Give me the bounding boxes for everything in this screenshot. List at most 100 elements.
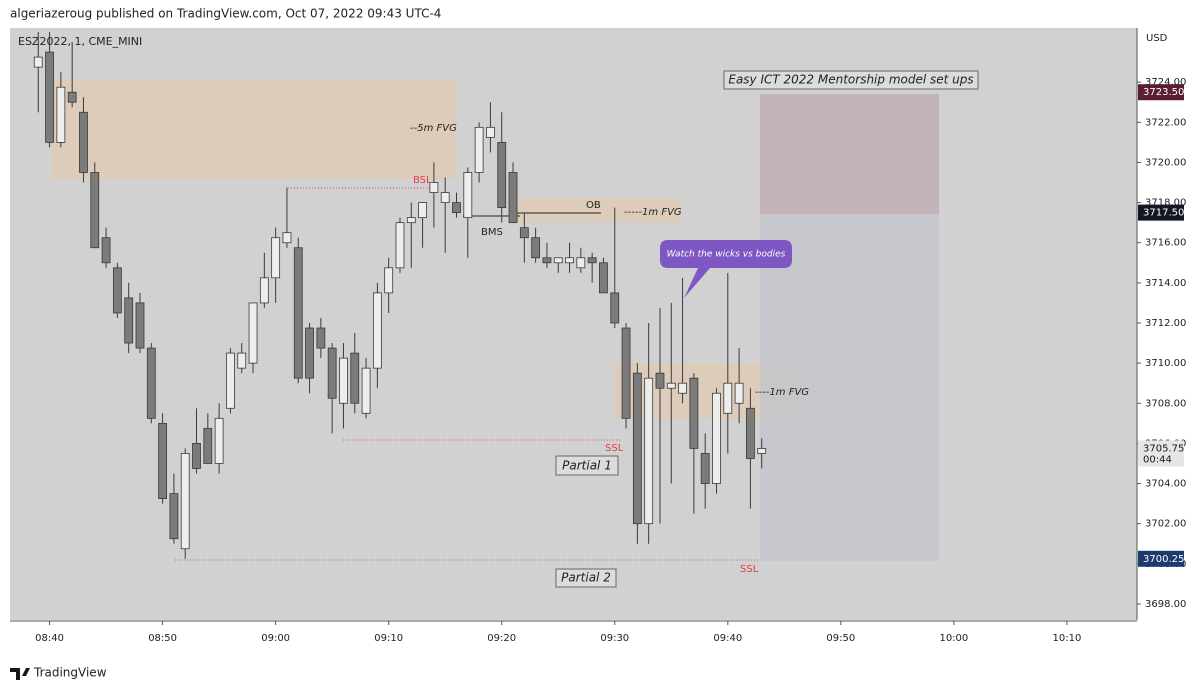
- candle-body: [271, 237, 281, 279]
- candle-body: [565, 257, 574, 264]
- fvg-5m-zone: [51, 79, 456, 179]
- candle-body: [33, 56, 43, 68]
- currency: USD: [1146, 33, 1168, 44]
- candle-body: [418, 202, 427, 219]
- candle-body: [146, 347, 156, 419]
- x-tick-label: 09:40: [713, 633, 742, 644]
- candle-body: [723, 382, 733, 414]
- price-label: 3723.50: [1143, 87, 1184, 98]
- y-tick-label: 3722.00: [1145, 117, 1186, 128]
- candle-body: [734, 382, 744, 404]
- candle-body: [632, 372, 642, 525]
- candle-body: [339, 357, 348, 404]
- target-zone: [760, 94, 939, 214]
- annotation: Partial 2: [561, 571, 611, 585]
- annotation-box: [555, 455, 619, 476]
- candle-body: [259, 277, 269, 304]
- candle-body: [621, 327, 631, 419]
- brand: TradingView: [33, 666, 107, 680]
- candle-body: [192, 443, 201, 469]
- y-tick-label: 3714.00: [1145, 278, 1186, 289]
- candle-body: [406, 217, 416, 224]
- x-tick-label: 08:40: [35, 633, 64, 644]
- y-tick-label: 3702.00: [1145, 519, 1186, 530]
- candle-body: [45, 51, 54, 143]
- x-tick-label: 09:50: [826, 633, 855, 644]
- price-label-bg: [1138, 204, 1184, 221]
- x-tick-label: 09:10: [374, 633, 403, 644]
- candle-body: [67, 91, 77, 103]
- candle-body: [486, 126, 495, 138]
- y-tick-label: 3710.00: [1145, 358, 1186, 369]
- price-label: 3705.75: [1143, 443, 1184, 454]
- candle-body: [757, 448, 767, 454]
- x-tick-label: 09:20: [487, 633, 516, 644]
- annotation: BSL: [413, 175, 432, 186]
- x-tick-label: 10:10: [1053, 633, 1082, 644]
- candle-body: [678, 382, 687, 394]
- y-tick-label: 3720.00: [1145, 157, 1186, 168]
- candle-body: [542, 257, 552, 264]
- candles: [33, 32, 767, 559]
- byline: algeriazeroug published on TradingView.c…: [10, 7, 441, 21]
- x-tick-label: 09:00: [261, 633, 290, 644]
- brand-logo: [10, 668, 30, 680]
- candle-body: [452, 202, 461, 214]
- candle-body: [214, 417, 224, 464]
- price-label-bg: [1138, 84, 1184, 101]
- candle-body: [112, 267, 122, 314]
- candle-body: [293, 247, 303, 379]
- ob-zone: [515, 198, 680, 222]
- countdown-label: 00:44: [1143, 454, 1172, 465]
- price-label-bg: [1138, 440, 1184, 467]
- candle-body: [282, 232, 292, 244]
- candle-body: [316, 327, 326, 349]
- candle-body: [305, 327, 314, 379]
- candle-body: [327, 347, 337, 399]
- candle-body: [689, 377, 699, 449]
- annotation: -----1m FVG: [624, 207, 682, 218]
- annotation: SSL: [740, 564, 759, 575]
- candle-body: [237, 352, 247, 369]
- candle-body: [429, 182, 439, 193]
- annotation: ----1m FVG: [755, 387, 809, 398]
- candle-body: [576, 257, 586, 269]
- annotation: --5m FVG: [410, 123, 457, 134]
- candle-body: [101, 237, 111, 264]
- x-tick-label: 08:50: [148, 633, 177, 644]
- candle-body: [226, 352, 235, 409]
- candle-body: [587, 257, 597, 264]
- y-tick-label: 3698.00: [1145, 599, 1186, 610]
- candle-body: [203, 427, 213, 464]
- candle-body: [79, 111, 88, 173]
- y-tick-label: 3724.00: [1145, 77, 1186, 88]
- candle-body: [372, 292, 382, 369]
- candle-body: [508, 172, 518, 224]
- candle-body: [497, 141, 507, 209]
- symbol-info: ESZ2022, 1, CME_MINI: [18, 35, 142, 48]
- candle-body: [56, 86, 66, 143]
- candle-body: [599, 262, 608, 294]
- price-label-bg: [1138, 550, 1184, 567]
- candle-body: [158, 422, 168, 499]
- risk-zone: [760, 214, 939, 561]
- candle-body: [746, 407, 755, 459]
- annotation: SSL: [605, 443, 624, 454]
- x-tick-label: 09:30: [600, 633, 629, 644]
- candle-body: [655, 372, 665, 389]
- candle-body: [90, 172, 100, 249]
- candle-body: [180, 453, 190, 550]
- candle-body: [666, 382, 676, 389]
- candle-body: [700, 453, 710, 484]
- annotation: Easy ICT 2022 Mentorship model set ups: [728, 73, 973, 87]
- candle-body: [395, 222, 405, 269]
- candle-body: [553, 257, 563, 264]
- price-label: 3700.25: [1143, 554, 1184, 565]
- candle-body: [440, 192, 450, 203]
- candle-body: [124, 297, 134, 344]
- annotation: BMS: [481, 227, 503, 238]
- y-tick-label: 3708.00: [1145, 398, 1186, 409]
- candle-body: [474, 126, 484, 173]
- candle-body: [350, 352, 360, 404]
